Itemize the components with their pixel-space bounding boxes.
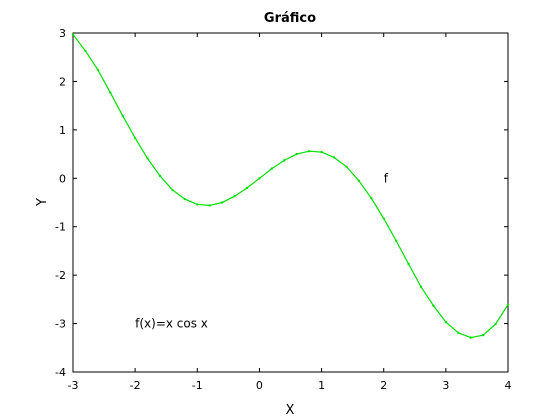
y-axis-label: Y — [35, 198, 50, 207]
series-layer — [71, 33, 510, 339]
y-tick-label: 0 — [59, 172, 66, 185]
data-point — [432, 304, 435, 307]
x-tick-label: 4 — [505, 379, 512, 392]
data-point — [506, 303, 510, 306]
x-tick-label: 2 — [380, 379, 387, 392]
data-point — [220, 201, 224, 204]
data-point — [84, 49, 87, 53]
data-point — [133, 136, 137, 140]
y-tick-label: -2 — [55, 269, 66, 282]
data-point — [332, 156, 336, 159]
series-line — [72, 34, 509, 339]
data-point — [457, 331, 460, 334]
data-point — [208, 204, 211, 207]
data-point — [370, 196, 373, 200]
data-point — [345, 165, 348, 168]
data-point — [121, 114, 124, 118]
data-point — [494, 322, 497, 326]
data-point — [307, 149, 311, 153]
data-point — [258, 177, 261, 180]
data-point — [245, 186, 249, 190]
data-point — [407, 262, 410, 266]
plot-frame — [72, 32, 509, 373]
data-point — [109, 91, 112, 94]
chart-title: Gráfico — [264, 11, 316, 26]
x-axis-label: X — [286, 403, 295, 418]
data-point — [196, 203, 199, 206]
data-point — [270, 167, 274, 170]
data-point — [481, 333, 485, 337]
data-point — [183, 197, 187, 201]
x-tick-label: -1 — [192, 379, 203, 392]
annotations-layer: f f(x)=x cos x — [135, 171, 389, 330]
y-tick-label: 3 — [59, 27, 66, 40]
data-point — [469, 336, 472, 339]
data-point — [382, 217, 385, 220]
y-tick-label: 1 — [59, 124, 66, 137]
y-tick-label: -3 — [55, 318, 66, 331]
data-point — [71, 33, 75, 36]
data-point — [171, 188, 174, 192]
x-tick-label: -2 — [130, 379, 141, 392]
data-point — [320, 150, 323, 154]
data-point — [96, 68, 100, 72]
data-point — [394, 239, 398, 242]
data-point — [444, 320, 448, 324]
annotation-text: f(x)=x cos x — [135, 317, 208, 331]
data-point — [295, 152, 298, 156]
y-tick-label: -1 — [55, 221, 66, 234]
data-point — [158, 174, 162, 178]
data-point — [357, 179, 361, 182]
data-point — [146, 157, 149, 160]
x-tick-label: 1 — [318, 379, 325, 392]
y-tick-label: -4 — [55, 366, 66, 379]
x-tick-label: 3 — [442, 379, 449, 392]
x-tick-label: 0 — [256, 379, 263, 392]
annotation-text: f — [384, 171, 389, 185]
y-tick-label: 2 — [59, 75, 66, 88]
data-point — [283, 159, 286, 162]
data-point — [233, 195, 236, 198]
data-point — [419, 285, 423, 288]
x-tick-label: -3 — [68, 379, 79, 392]
